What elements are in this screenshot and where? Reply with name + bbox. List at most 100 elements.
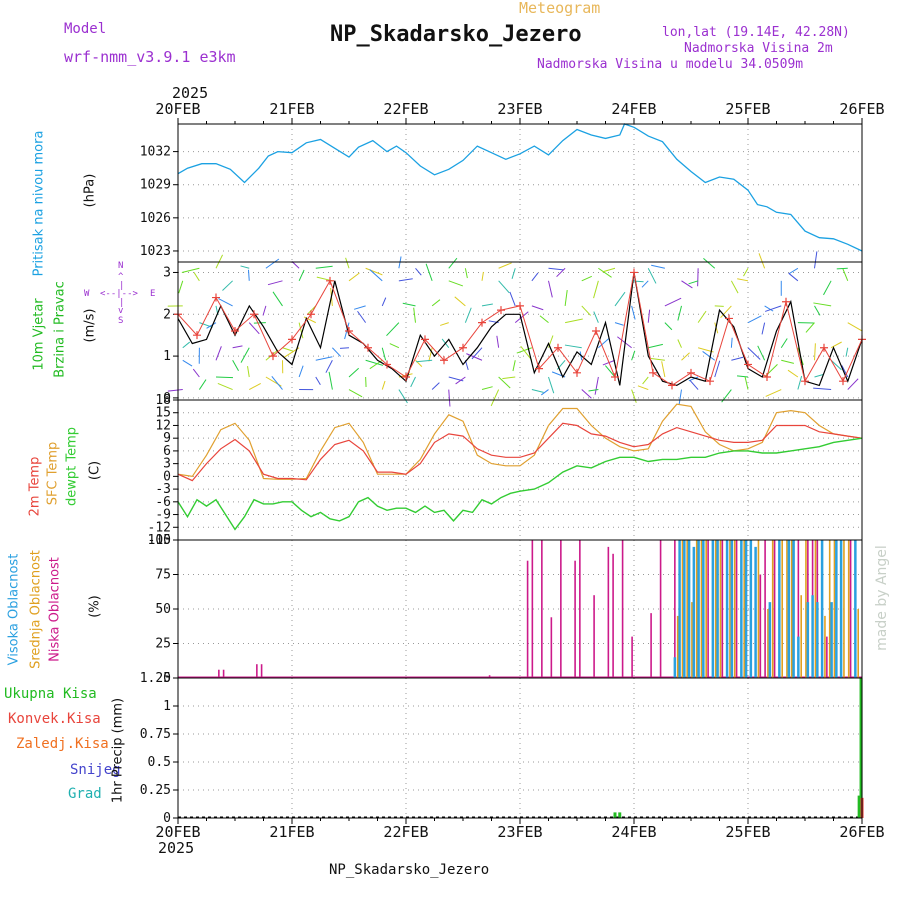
wind-arrow [531,272,539,282]
wind-arrow [581,275,593,282]
wind-arrow [593,280,599,299]
wind-arrow [481,386,493,391]
wind-arrow [471,347,483,360]
wind-arrow [247,366,250,378]
total-precip-bar [613,812,617,818]
wind-arrow [594,376,599,395]
pressure-line [177,123,863,252]
wind-arrow [249,383,261,390]
wind-arrow [181,267,200,273]
total-precip-bar [618,812,622,818]
y-tick-label: 0 [163,671,171,686]
wind-arrow [737,375,749,378]
wind-arrow [511,268,516,279]
wind-arrow [298,365,304,378]
wind-arrow [647,309,651,323]
bottom-date-label: 21FEB [269,823,314,841]
wind-arrow [647,268,657,284]
y-tick-label: -12 [148,520,171,535]
temp-2m-line [177,422,863,482]
wind-arrow [556,267,566,278]
wind-arrow [464,307,472,323]
compass-up: ^ [118,272,124,282]
wind-arrow [265,349,279,361]
y-tick-label: 1032 [140,145,171,160]
wind-arrow [291,261,300,269]
wind-arrow [315,265,333,269]
wind-arrow [514,311,529,324]
wind-arrow [617,336,632,349]
wind-arrow [614,291,626,307]
wind-arrow [428,347,433,362]
wind-arrow [631,305,636,320]
wind-arrow [413,307,416,323]
wind-arrow [381,347,387,361]
wind-arrow [765,389,782,397]
wind-arrow [780,338,788,348]
wind-arrow [631,280,644,283]
wind-arrow [520,345,533,361]
wind-arrow [498,262,512,269]
wind-arrow [714,360,721,378]
y-tick-label: 6 [163,444,171,459]
wind-arrow [830,359,842,371]
bottom-date-label: 25FEB [725,823,770,841]
wind-arrow [215,346,222,361]
y-tick-label: -3 [155,482,171,497]
compass-s: S [118,316,124,326]
wind-gust-marker [630,268,638,277]
wind-gust-marker [478,318,486,327]
y-tick-label: 1029 [140,178,171,193]
wind-arrow [758,253,766,269]
wind-gust-marker [782,297,790,306]
top-date-label: 21FEB [269,100,314,118]
wind-gust-marker [193,331,201,340]
wind-arrow [836,267,848,270]
wind-arrow [345,257,350,269]
wind-gust-marker [725,314,733,323]
wind-arrow [298,269,305,282]
wind-arrow [198,379,207,390]
wind-gust-marker [535,364,543,373]
wind-arrow [531,389,544,393]
wind-arrow [332,347,341,357]
wind-arrow [688,376,699,382]
wind-arrow [253,322,266,324]
wind-arrow [541,389,549,396]
wind-arrow [240,347,250,363]
wind-gust-line [177,272,863,386]
wind-gust-marker [744,360,752,369]
wind-arrow [757,345,766,361]
wind-arrow [581,389,592,399]
y-tick-label: 0 [163,811,171,826]
wind-arrow [389,343,400,349]
wind-arrow [410,376,416,388]
wind-arrow [598,338,610,349]
y-tick-label: 1 [163,349,171,364]
y-tick-label: -15 [148,533,171,548]
wind-arrow [565,318,583,324]
wind-arrow [182,341,191,349]
y-tick-label: 50 [155,602,171,617]
wind-arrow [830,341,842,349]
bottom-date-label: 24FEB [611,823,656,841]
wind-arrow [765,305,782,312]
wind-gust-marker [307,310,315,319]
wind-arrow [641,280,649,288]
wind-arrow [448,257,458,269]
wind-arrow [262,305,267,316]
wind-arrow [689,380,699,390]
wind-arrow [182,359,193,367]
wind-arrow [502,376,516,380]
wind-gust-marker [497,306,505,315]
wind-arrow [348,367,359,378]
wind-arrow [651,264,665,269]
wind-arrow [744,376,749,390]
wind-arrow [841,365,849,378]
wind-gust-marker [326,276,334,285]
wind-arrow [498,280,510,294]
wind-arrow [431,382,440,390]
y-tick-label: 9 [163,431,171,446]
wind-arrow [548,267,564,271]
